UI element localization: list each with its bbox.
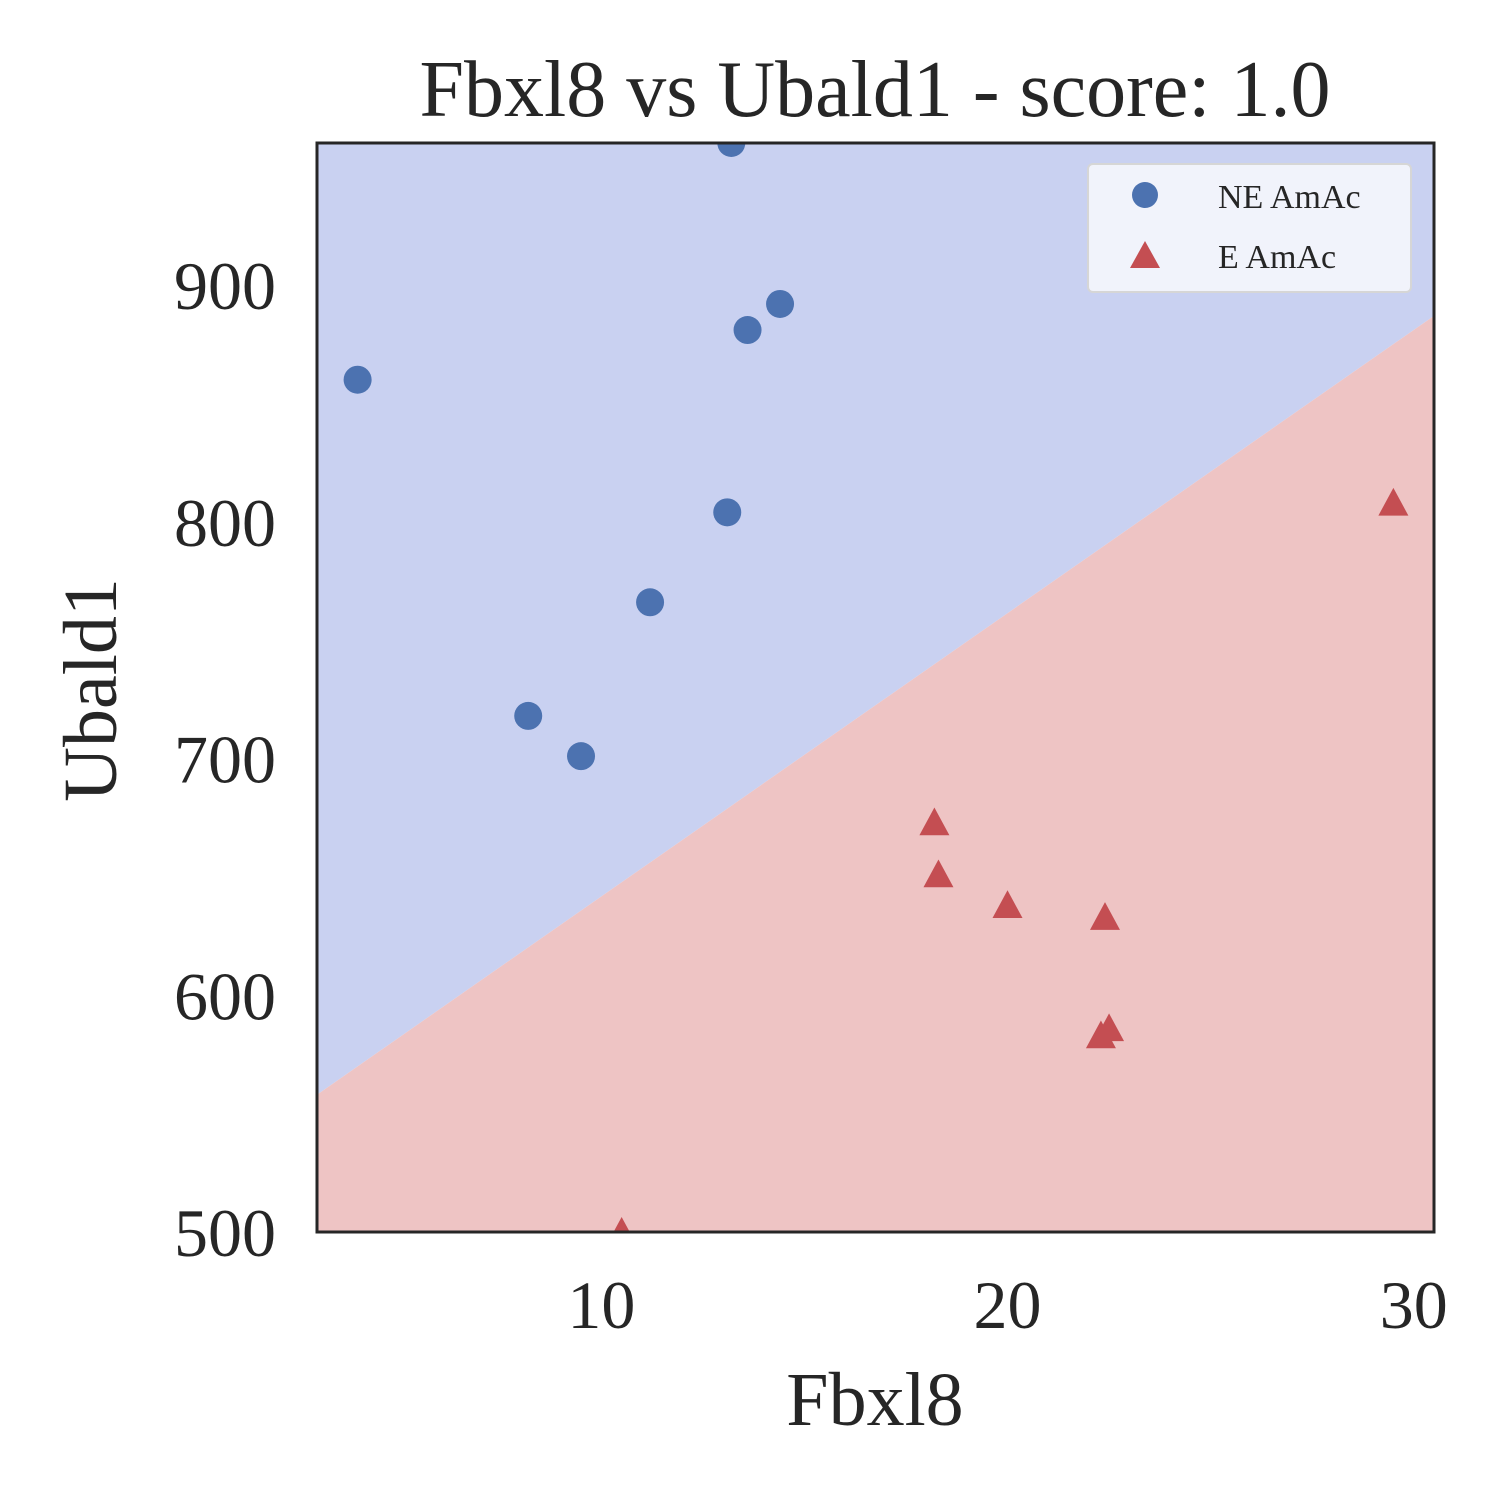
legend-marker-ne-amac (1132, 182, 1158, 208)
y-tick-label: 900 (174, 248, 276, 324)
plot-frame (315, 141, 1436, 1234)
point-ne-amac-1 (514, 701, 543, 730)
decision-regions (317, 143, 1434, 1232)
point-ne-amac-2 (567, 742, 596, 771)
x-tick-label: 30 (1380, 1267, 1448, 1343)
x-tick-label: 20 (974, 1267, 1042, 1343)
y-tick-label: 700 (174, 722, 276, 798)
point-e-amac-6 (1094, 1013, 1125, 1042)
point-ne-amac-5 (717, 143, 746, 157)
legend-marker-e-amac (1130, 241, 1160, 268)
data-points (343, 143, 1409, 1232)
point-ne-amac-0 (343, 365, 372, 394)
legend: NE AmAc E AmAc (1087, 163, 1412, 293)
region-e-amac (317, 315, 1434, 1232)
point-ne-amac-7 (766, 289, 795, 318)
region-ne-amac (317, 143, 1434, 1095)
legend-label-ne-amac: NE AmAc (1218, 179, 1361, 216)
y-axis-ticks: 500 600 700 800 900 (174, 248, 276, 1271)
point-e-amac-0 (613, 1217, 630, 1232)
point-e-amac-3 (992, 890, 1023, 919)
point-e-amac-2 (923, 859, 954, 888)
legend-box (1087, 163, 1412, 293)
y-axis-label: Ubald1 (49, 578, 133, 802)
point-e-amac-7 (1378, 487, 1409, 516)
y-tick-label: 800 (174, 485, 276, 561)
y-tick-label: 600 (174, 958, 276, 1034)
point-ne-amac-6 (733, 316, 762, 345)
point-ne-amac-3 (636, 588, 665, 617)
x-tick-label: 10 (567, 1267, 635, 1343)
point-ne-amac-4 (713, 498, 742, 527)
x-axis-ticks: 10 20 30 (567, 1267, 1447, 1343)
x-axis-label: Fbxl8 (786, 1358, 963, 1442)
y-tick-label: 500 (174, 1195, 276, 1271)
chart-title: Fbxl8 vs Ubald1 - score: 1.0 (419, 46, 1330, 134)
point-e-amac-1 (919, 807, 950, 836)
legend-label-e-amac: E AmAc (1218, 239, 1336, 276)
point-e-amac-5 (1089, 902, 1120, 930)
